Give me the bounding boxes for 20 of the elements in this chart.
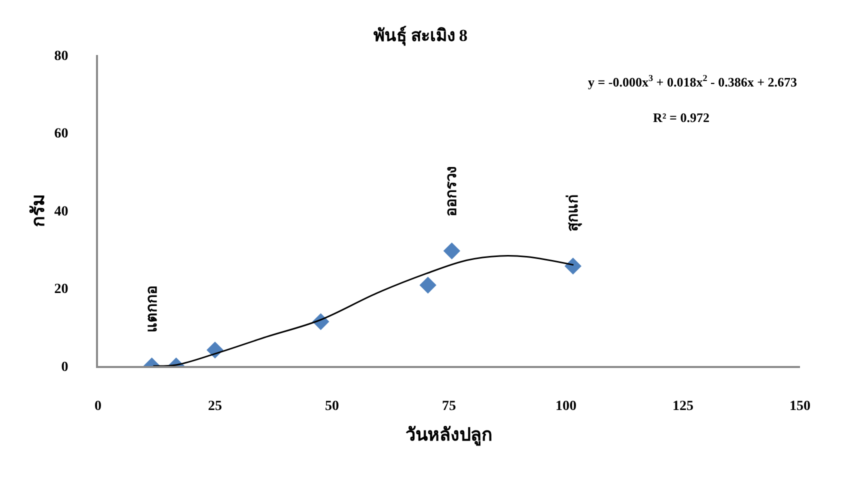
annotation: R² = 0.972 [653, 110, 710, 125]
annotation: y = -0.000x$^{3}$ + 0.018x$^{2}$ - 0.386x + 2.673 [588, 73, 798, 90]
y-tick-label: 0 [61, 360, 68, 375]
x-tick-label: 50 [325, 398, 339, 414]
x-tick-label: 100 [556, 398, 576, 414]
x-tick-label: 25 [208, 398, 222, 414]
y-tick-label: 80 [54, 48, 68, 64]
x-tick-label: 150 [790, 398, 810, 414]
annotation: สุกแก่ [564, 194, 582, 232]
x-tick-label: 125 [672, 398, 694, 414]
y-tick-label: 20 [54, 282, 68, 298]
x-axis-title: วันหลังปลูก [406, 424, 492, 446]
y-axis-title: กรัม [28, 194, 48, 227]
x-tick-label: 0 [94, 398, 102, 414]
chart-title: พันธุ์ สะเมิง 8 [374, 24, 468, 46]
y-tick-label: 40 [54, 204, 68, 220]
y-tick-label: 60 [54, 126, 68, 142]
annotation: ออกรวง [444, 166, 460, 217]
x-tick-label: 75 [442, 398, 456, 414]
annotation: แตกกอ [144, 285, 160, 332]
